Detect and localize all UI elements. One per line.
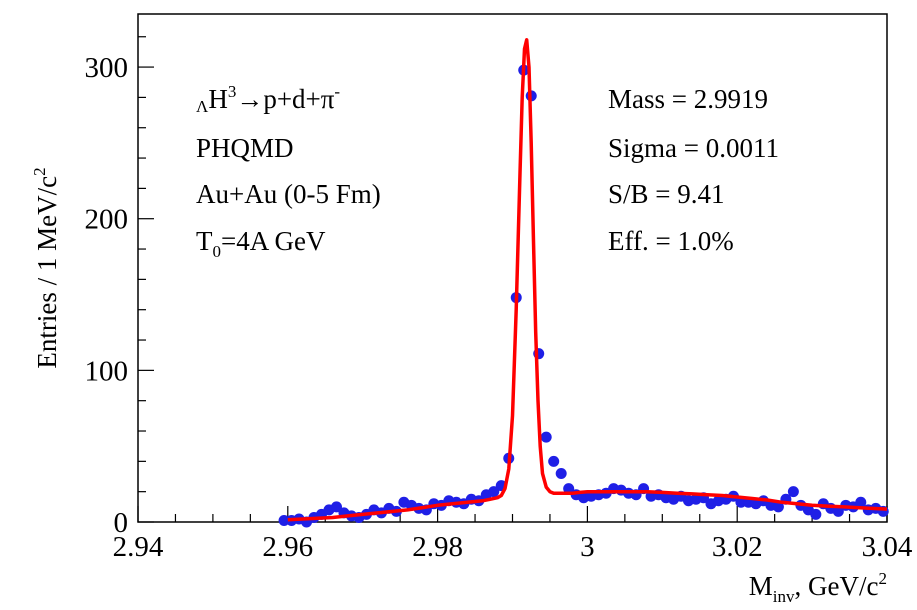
- x-tick-label: 2.94: [113, 531, 164, 563]
- data-point: [772, 501, 784, 513]
- x-axis-title: Minv, GeV/c2: [749, 569, 887, 606]
- x-tick-labels: 2.94 2.96 2.98 3 3.02 3.04: [113, 531, 913, 563]
- y-tick-label: 100: [85, 355, 129, 387]
- system-label: Au+Au (0-5 Fm): [196, 179, 381, 209]
- mass-label: Mass = 2.9919: [608, 84, 768, 114]
- data-point: [488, 486, 500, 498]
- x-tick-label: 2.96: [262, 531, 313, 563]
- y-tick-labels: 0 100 200 300: [85, 52, 129, 539]
- reaction-label: ΛH3→p+d+π-: [196, 82, 340, 116]
- sb-label: S/B = 9.41: [608, 179, 725, 209]
- data-point: [787, 486, 799, 498]
- x-tick-label: 3.04: [862, 531, 913, 563]
- y-tick-label: 0: [114, 507, 129, 539]
- data-point: [555, 467, 567, 479]
- energy-label: T0=4A GeV: [196, 226, 326, 261]
- eff-label: Eff. = 1.0%: [608, 226, 734, 256]
- data-point: [855, 496, 867, 508]
- y-tick-label: 200: [85, 204, 129, 236]
- y-axis-title: Entries / 1 MeV/c2: [30, 167, 62, 368]
- axis-ticks: [137, 36, 888, 523]
- data-point: [330, 501, 342, 513]
- data-point: [540, 431, 552, 443]
- x-tick-label: 2.98: [412, 531, 463, 563]
- data-points: [278, 64, 889, 528]
- x-tick-label: 3: [580, 531, 595, 563]
- y-tick-label: 300: [85, 52, 129, 84]
- data-point: [563, 483, 575, 495]
- sigma-label: Sigma = 0.0011: [608, 133, 779, 163]
- fit-curve: [287, 38, 888, 522]
- data-point: [810, 508, 822, 520]
- data-point: [548, 455, 560, 467]
- model-label: PHQMD: [196, 133, 294, 163]
- x-tick-label: 3.02: [712, 531, 763, 563]
- data-point: [832, 505, 844, 517]
